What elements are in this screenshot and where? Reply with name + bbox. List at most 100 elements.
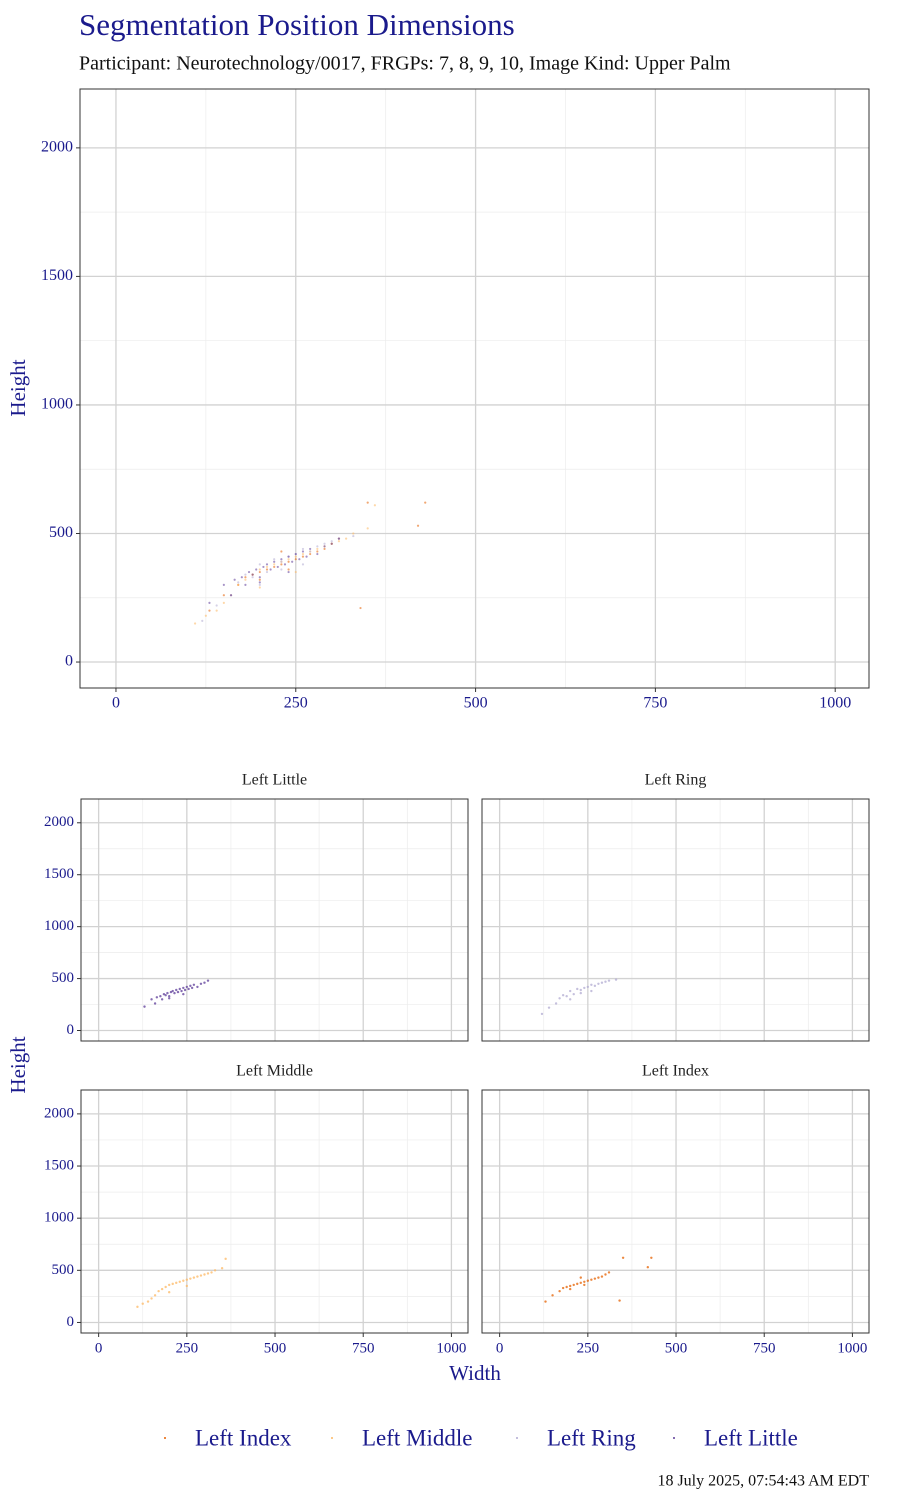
point <box>309 547 312 551</box>
point <box>301 547 305 551</box>
point <box>258 581 261 584</box>
x-tick-label: 250 <box>176 1340 199 1356</box>
legend-label: Left Middle <box>362 1425 473 1450</box>
point <box>189 984 192 988</box>
point <box>265 563 269 566</box>
point <box>183 988 187 992</box>
point <box>258 578 261 581</box>
point <box>176 990 180 994</box>
point <box>175 988 178 992</box>
point <box>309 552 312 556</box>
point <box>258 563 261 566</box>
facet-title: Left Little <box>242 772 307 789</box>
point <box>141 1302 144 1305</box>
point <box>208 609 211 612</box>
point <box>561 1286 565 1290</box>
point <box>558 997 561 1000</box>
x-axis-label: Width <box>449 1361 501 1385</box>
point <box>330 540 333 543</box>
point <box>301 550 305 553</box>
point <box>171 989 174 993</box>
point <box>583 1280 586 1283</box>
point <box>178 1280 181 1283</box>
x-tick-label: 750 <box>352 1340 375 1356</box>
point <box>182 986 185 990</box>
point <box>258 570 261 574</box>
point <box>583 1283 586 1287</box>
point <box>180 989 183 993</box>
point <box>579 1281 582 1285</box>
point <box>258 583 261 587</box>
point <box>294 552 297 556</box>
point <box>554 1002 558 1005</box>
point <box>146 1300 150 1303</box>
point <box>220 1267 224 1270</box>
x-tick-label: 1000 <box>436 1340 466 1356</box>
point <box>244 573 247 576</box>
point <box>280 563 283 566</box>
point <box>540 1012 544 1016</box>
point <box>280 568 283 571</box>
point <box>590 1278 593 1281</box>
x-tick-label: 750 <box>753 1340 776 1356</box>
legend-label: Left Ring <box>547 1425 636 1450</box>
point <box>416 524 420 527</box>
point <box>583 986 586 990</box>
x-tick-label: 250 <box>284 695 308 712</box>
point <box>258 576 261 579</box>
point <box>597 982 600 985</box>
point <box>316 547 319 551</box>
x-tick-label: 0 <box>496 1340 504 1356</box>
point <box>222 583 225 587</box>
point <box>568 998 572 1001</box>
point <box>621 1256 625 1260</box>
point <box>157 1289 160 1293</box>
point <box>190 986 194 990</box>
point <box>280 558 283 561</box>
y-tick-label: 500 <box>49 524 73 541</box>
y-axis-label: Height <box>6 1036 30 1093</box>
point <box>193 622 197 625</box>
point <box>185 1284 189 1288</box>
point <box>255 568 258 571</box>
x-tick-label: 0 <box>112 695 120 712</box>
x-tick-label: 500 <box>264 1340 287 1356</box>
point <box>153 1294 157 1297</box>
point <box>215 604 218 607</box>
point <box>136 1305 139 1309</box>
point <box>222 601 225 605</box>
x-tick-label: 250 <box>577 1340 600 1356</box>
point <box>258 586 261 589</box>
point <box>301 563 305 566</box>
point <box>258 568 261 571</box>
point <box>159 995 162 998</box>
point <box>269 568 272 571</box>
point <box>345 537 348 540</box>
point <box>366 527 369 530</box>
point <box>203 981 206 984</box>
y-tick-label: 2000 <box>44 814 74 830</box>
point <box>265 565 269 569</box>
point <box>604 980 607 983</box>
point <box>222 594 225 597</box>
point <box>240 576 243 579</box>
panel-border <box>80 1089 469 1334</box>
panel-background <box>80 89 869 688</box>
point <box>206 979 210 982</box>
point <box>162 992 166 996</box>
point <box>167 997 171 1000</box>
point <box>283 563 287 566</box>
point <box>173 991 176 995</box>
point <box>175 1281 178 1285</box>
point <box>199 982 203 985</box>
point <box>561 993 565 997</box>
point <box>164 1285 167 1289</box>
point <box>204 614 207 617</box>
point <box>196 1275 199 1278</box>
point <box>287 568 290 571</box>
point <box>337 540 341 543</box>
point <box>164 993 167 997</box>
point <box>287 555 290 558</box>
y-tick-label: 500 <box>52 1262 75 1278</box>
point <box>301 552 305 556</box>
